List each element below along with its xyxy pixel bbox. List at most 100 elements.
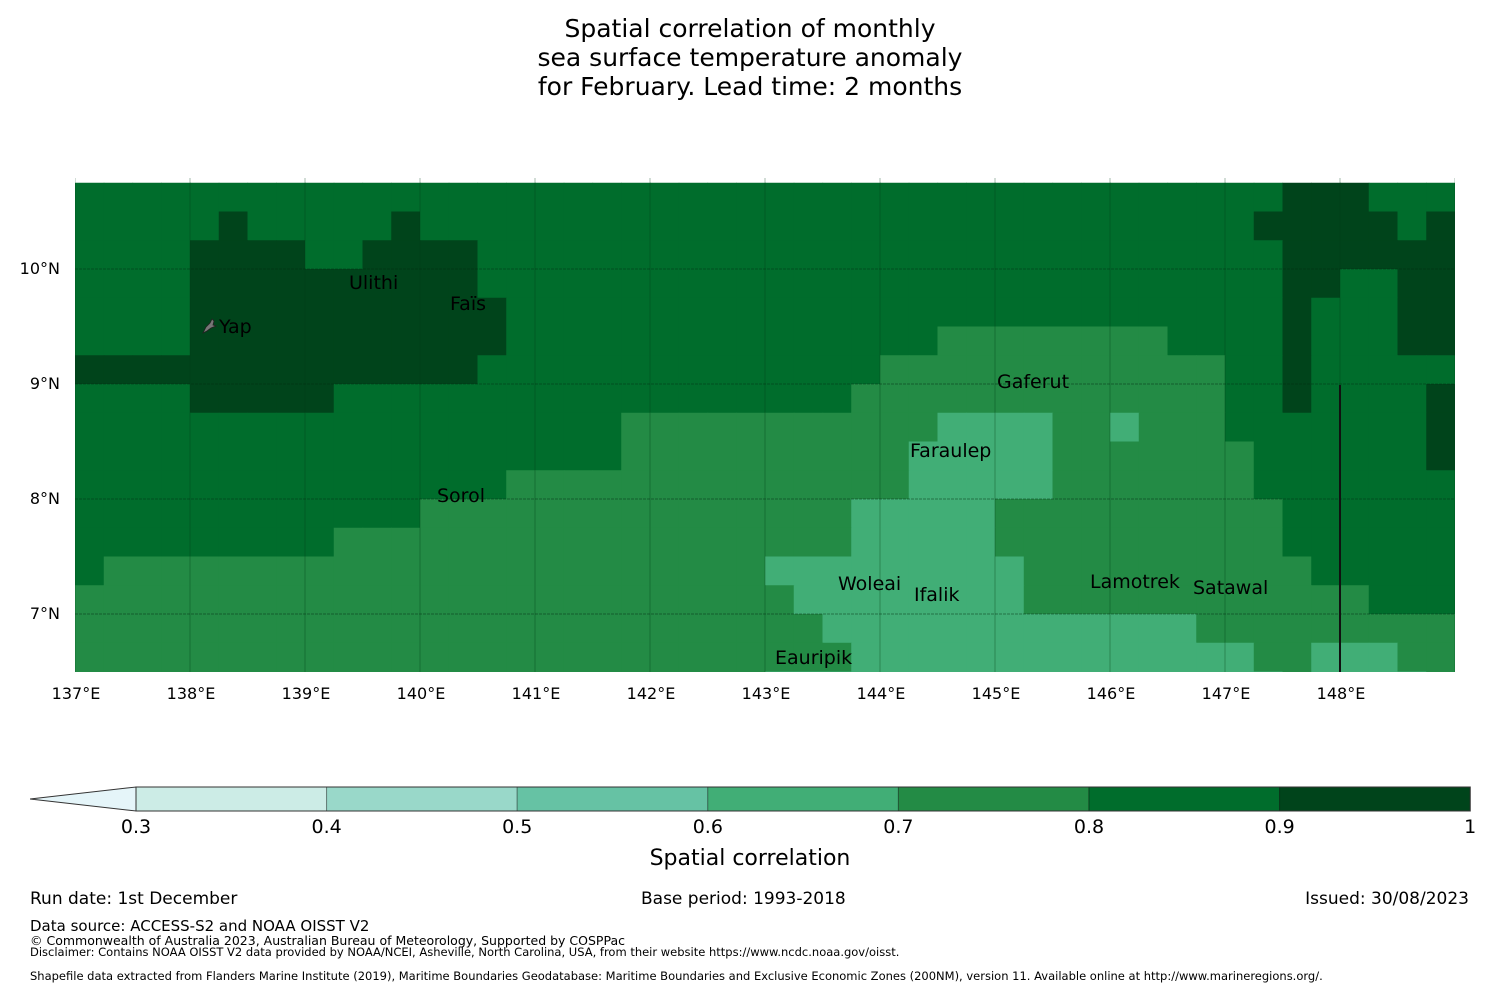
heatmap-cell (736, 326, 766, 356)
title-line-1: Spatial correlation of monthly (564, 14, 936, 43)
heatmap-cell (1282, 211, 1312, 241)
heatmap-cell (218, 642, 249, 672)
heatmap-cell (132, 441, 162, 471)
heatmap-cell (535, 384, 565, 414)
heatmap-cell (1253, 297, 1284, 328)
heatmap-cell (132, 182, 162, 213)
heatmap-cell (103, 182, 134, 213)
heatmap-cell (1167, 470, 1197, 500)
heatmap-cell (650, 240, 680, 270)
heatmap-cell (506, 269, 536, 299)
heatmap-cell (966, 412, 996, 443)
heatmap-cell (563, 240, 594, 270)
heatmap-cell (75, 240, 105, 270)
heatmap-cell (305, 556, 335, 586)
heatmap-cell (161, 614, 191, 644)
heatmap-cell (707, 614, 737, 644)
heatmap-cell (1023, 527, 1054, 558)
heatmap-cell (506, 527, 536, 558)
heatmap-cell (880, 556, 910, 586)
heatmap-cell (650, 211, 680, 241)
heatmap-cell (1052, 211, 1082, 241)
heatmap-cell (132, 384, 162, 414)
heatmap-cell (477, 470, 507, 500)
heatmap-cell (765, 297, 795, 328)
heatmap-cell (880, 412, 910, 443)
heatmap-cell (276, 326, 306, 356)
heatmap-cell (1167, 326, 1197, 356)
heatmap-cell (1368, 585, 1399, 615)
heatmap-cell (276, 240, 306, 270)
heatmap-cell (621, 499, 651, 529)
heatmap-cell (621, 211, 651, 241)
heatmap-cell (621, 384, 651, 414)
heatmap-cell (276, 441, 306, 471)
heatmap-cell (1110, 470, 1140, 500)
heatmap-cell (793, 240, 824, 270)
heatmap-cell (391, 297, 421, 328)
heatmap-cell (1081, 441, 1111, 471)
place-label-fais: Faïs (450, 293, 487, 315)
heatmap-cell (477, 269, 507, 299)
heatmap-cell (880, 585, 910, 615)
heatmap-cell (1081, 182, 1111, 213)
heatmap-cell (506, 384, 536, 414)
heatmap-cell (103, 269, 134, 299)
heatmap-cell (75, 297, 105, 328)
heatmap-cell (506, 470, 536, 500)
heatmap-cell (650, 527, 680, 558)
heatmap-cell (1167, 556, 1197, 586)
heatmap-cell (161, 441, 191, 471)
heatmap-cell (851, 326, 881, 356)
heatmap-cell (851, 355, 881, 385)
heatmap-cell (736, 182, 766, 213)
heatmap-cell (966, 211, 996, 241)
heatmap-cell (995, 269, 1025, 299)
heatmap-cell (1282, 297, 1312, 328)
heatmap-cell (420, 297, 450, 328)
heatmap-cell (1397, 269, 1427, 299)
heatmap-cell (1110, 384, 1140, 414)
colorbar-segment (1279, 786, 1471, 812)
heatmap-cell (1368, 470, 1399, 500)
heatmap-cell (1023, 412, 1054, 443)
heatmap-cell (103, 326, 134, 356)
heatmap-cell (1368, 441, 1399, 471)
heatmap-cell (103, 556, 134, 586)
heatmap-cell (1340, 585, 1370, 615)
heatmap-cell (650, 297, 680, 328)
colorbar-tick-label: 0.7 (883, 816, 914, 838)
heatmap-cell (1052, 384, 1082, 414)
heatmap-cell (75, 269, 105, 299)
heatmap-cell (391, 240, 421, 270)
heatmap-cell (563, 326, 594, 356)
heatmap-cell (132, 297, 162, 328)
heatmap-cell (822, 384, 852, 414)
heatmap-cells (75, 182, 1455, 672)
heatmap-cell (995, 642, 1025, 672)
heatmap-cell (506, 182, 536, 213)
heatmap-cell (592, 585, 622, 615)
heatmap-cell (1340, 269, 1370, 299)
heatmap-cell (1225, 527, 1255, 558)
heatmap-cell (420, 182, 450, 213)
heatmap-cell (1081, 269, 1111, 299)
heatmap-cell (1225, 269, 1255, 299)
heatmap-cell (535, 441, 565, 471)
heatmap-cell (1253, 556, 1284, 586)
heatmap-cell (966, 269, 996, 299)
heatmap-cell (1253, 614, 1284, 644)
heatmap-cell (276, 556, 306, 586)
heatmap-cell (1253, 441, 1284, 471)
heatmap-cell (218, 441, 249, 471)
heatmap-cell (218, 527, 249, 558)
heatmap-cell (1052, 182, 1082, 213)
heatmap-cell (1110, 182, 1140, 213)
heatmap-cell (793, 614, 824, 644)
heatmap-cell (1138, 326, 1169, 356)
heatmap-cell (563, 614, 594, 644)
heatmap-cell (305, 384, 335, 414)
heatmap-cell (247, 441, 277, 471)
heatmap-cell (1397, 585, 1427, 615)
heatmap-cell (793, 470, 824, 500)
